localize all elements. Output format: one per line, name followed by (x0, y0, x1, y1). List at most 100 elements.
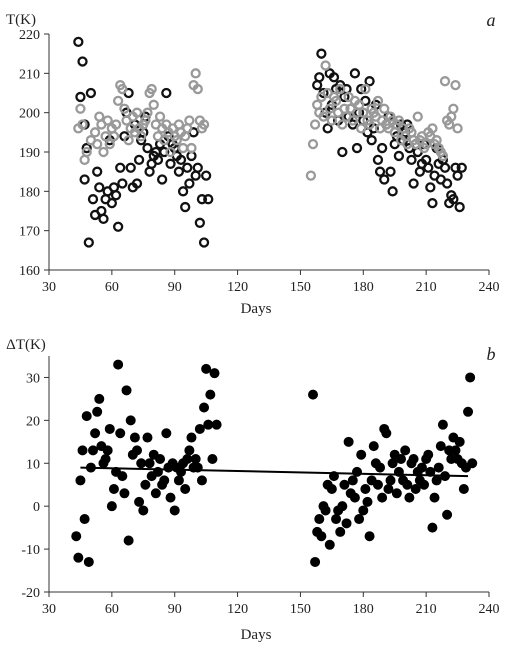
data-point (79, 514, 90, 525)
data-point (83, 237, 94, 248)
data-point (131, 178, 143, 189)
series-b-0 (71, 359, 478, 567)
data-point (463, 406, 474, 417)
data-point (410, 484, 421, 495)
data-point (349, 492, 360, 503)
y-tick-label: 170 (19, 225, 40, 240)
data-point (123, 135, 134, 146)
data-point (335, 83, 346, 95)
x-axis-title: Days (241, 301, 272, 317)
y-tick-label: 190 (19, 146, 40, 161)
data-point (326, 115, 338, 126)
data-point (437, 150, 449, 162)
data-point (156, 174, 168, 185)
data-point (150, 488, 161, 499)
x-axis-title: Days (241, 627, 272, 643)
trend-line (80, 466, 469, 478)
data-point (75, 475, 86, 486)
data-point (379, 103, 390, 114)
data-point (425, 182, 436, 193)
data-point (79, 174, 90, 185)
data-point (326, 484, 337, 495)
data-point (152, 154, 164, 166)
data-point (200, 170, 212, 181)
data-point (205, 389, 216, 400)
data-point (182, 162, 193, 173)
panel-a-temperature-chart: 30 60 90 120 150 180 210 240 160 170 180 190 200 210 2… (6, 10, 500, 317)
data-point (337, 119, 348, 130)
data-point (349, 68, 361, 79)
data-point (318, 111, 329, 122)
data-point (154, 111, 166, 122)
x-tick-label: 120 (227, 280, 248, 295)
data-point (81, 411, 92, 422)
y-tick-label: 20 (26, 414, 40, 429)
x-tick-label: 30 (42, 280, 56, 295)
data-point (98, 213, 109, 225)
data-point (177, 186, 189, 197)
data-point (442, 509, 453, 520)
data-point (112, 221, 124, 232)
x-tick-label: 30 (42, 602, 56, 617)
data-point (184, 178, 195, 189)
data-point (146, 83, 157, 95)
data-point (131, 445, 142, 456)
y-tick-label: 180 (19, 185, 40, 200)
data-point (435, 441, 446, 452)
data-point (356, 83, 367, 95)
data-point (364, 119, 375, 130)
data-point (400, 445, 411, 456)
data-point (161, 87, 172, 99)
data-point (364, 76, 375, 87)
data-point (358, 107, 369, 118)
data-point (117, 471, 128, 482)
data-point (190, 453, 201, 464)
data-point (184, 445, 195, 456)
data-point (310, 556, 321, 567)
data-point (92, 406, 103, 417)
data-point (199, 402, 210, 413)
data-point (136, 458, 147, 469)
data-point (186, 142, 197, 154)
data-point (73, 552, 84, 563)
data-point (196, 475, 207, 486)
data-point (379, 174, 390, 185)
data-point (192, 162, 203, 173)
data-point (104, 423, 115, 434)
data-point (452, 170, 463, 181)
data-point (448, 103, 459, 114)
data-point (75, 103, 86, 114)
data-point (341, 518, 352, 529)
x-tick-label: 180 (353, 602, 374, 617)
data-point (362, 496, 373, 507)
data-point (106, 197, 118, 209)
data-point (385, 166, 396, 177)
data-point (314, 514, 325, 525)
data-point (142, 107, 153, 118)
data-point (431, 475, 442, 486)
data-point (159, 135, 170, 146)
data-point (347, 475, 358, 486)
data-point (134, 496, 145, 507)
data-point (184, 115, 195, 126)
x-tick-label: 240 (479, 602, 500, 617)
data-point (309, 119, 321, 130)
y-axis-title: ΔT(K) (6, 337, 46, 353)
series-a-1 (73, 60, 463, 181)
data-point (161, 428, 172, 439)
data-point (203, 194, 214, 205)
data-point (125, 415, 136, 426)
data-point (108, 131, 120, 142)
data-point (425, 466, 436, 477)
data-point (175, 154, 187, 166)
x-tick-label: 60 (105, 602, 119, 617)
data-point (406, 154, 417, 166)
data-point (110, 190, 122, 201)
data-point (117, 178, 128, 189)
x-tick-label: 90 (168, 280, 182, 295)
y-tick-label: 220 (19, 28, 40, 43)
data-point (383, 484, 394, 495)
data-point (376, 142, 388, 154)
x-tick-label: 90 (168, 602, 182, 617)
data-point (87, 194, 99, 205)
